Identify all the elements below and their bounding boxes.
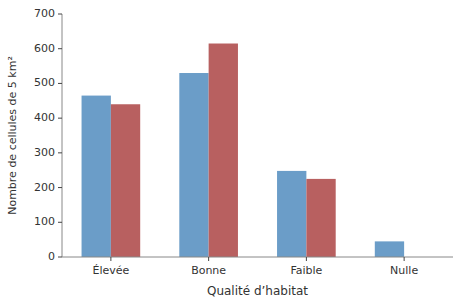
x-tick-label: Bonne — [191, 264, 226, 277]
y-tick — [58, 118, 62, 119]
y-tick — [58, 48, 62, 49]
y-tick — [58, 222, 62, 223]
y-tick — [58, 152, 62, 153]
y-axis-label: Nombre de cellules de 5 km² — [6, 56, 19, 215]
x-tick-label: Nulle — [390, 264, 418, 277]
axes: 0 100 200 300 400 500 600 700 Élevée Bonne Faible N… — [34, 7, 453, 277]
x-tick — [110, 257, 111, 261]
bar — [82, 96, 111, 257]
y-tick — [58, 83, 62, 84]
bar — [375, 241, 404, 257]
y-tick — [58, 257, 62, 258]
y-tick — [58, 14, 62, 15]
y-tick-label: 500 — [34, 76, 55, 89]
x-axis-label: Qualité d’habitat — [207, 284, 308, 298]
y-tick-label: 400 — [34, 111, 55, 124]
bar — [209, 44, 238, 257]
x-tick — [208, 257, 209, 261]
y-tick-label: 100 — [34, 215, 55, 228]
page: {"chart_data": {"type": "bar", "categori… — [0, 0, 465, 303]
y-axis-line — [62, 14, 63, 257]
bar — [277, 171, 306, 257]
chart: 0 100 200 300 400 500 600 700 Élevée Bonne Faible N… — [0, 0, 465, 303]
y-tick-label: 700 — [34, 7, 55, 20]
bar — [179, 73, 208, 257]
y-tick-label: 0 — [48, 250, 55, 263]
bar — [306, 179, 335, 257]
x-tick — [404, 257, 405, 261]
y-tick — [58, 187, 62, 188]
y-tick-label: 200 — [34, 181, 55, 194]
x-tick-label: Élevée — [92, 264, 129, 277]
x-axis-line — [62, 257, 453, 258]
x-tick-label: Faible — [290, 264, 322, 277]
y-tick-label: 600 — [34, 42, 55, 55]
bar — [111, 104, 140, 257]
y-tick-label: 300 — [34, 146, 55, 159]
x-tick — [306, 257, 307, 261]
bars — [82, 44, 405, 257]
